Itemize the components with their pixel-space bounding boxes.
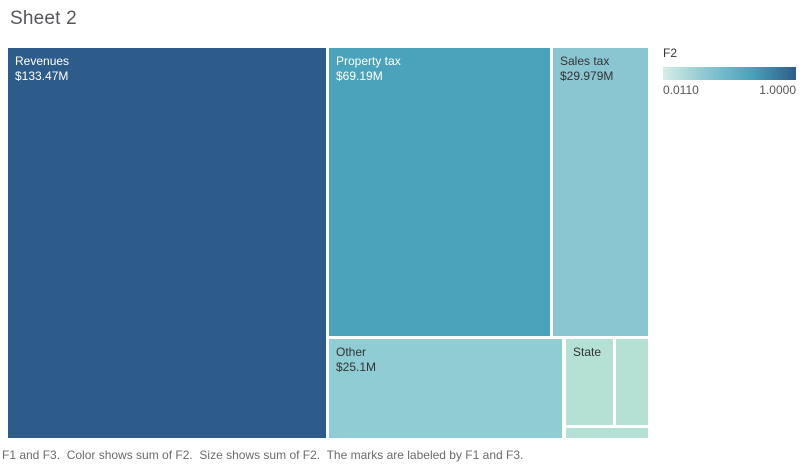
treemap-tile-property-tax[interactable]: Property tax $69.19M [329, 48, 550, 336]
tile-value: $25.1M [336, 360, 377, 374]
tile-label: Revenues [15, 54, 70, 68]
color-legend: F2 0.0110 1.0000 [663, 46, 797, 97]
tile-value: $69.19M [336, 69, 383, 83]
tile-label: Property tax [336, 54, 401, 68]
tile-label: State [573, 345, 602, 359]
tile-label: Sales tax [560, 54, 610, 68]
legend-tick-labels: 0.0110 1.0000 [663, 83, 796, 97]
treemap-tile-revenues[interactable]: Revenues $133.47M [8, 48, 326, 438]
treemap-tile-unlabeled-1[interactable] [616, 339, 648, 425]
tile-value: $133.47M [15, 69, 69, 83]
treemap-tile-other[interactable]: Other $25.1M [329, 339, 562, 438]
legend-title: F2 [663, 46, 678, 60]
treemap-chart: Revenues $133.47M Property tax $69.19M Sales… [8, 48, 648, 438]
treemap-tile-state[interactable]: State [566, 339, 613, 425]
legend-gradient-bar[interactable] [663, 67, 796, 80]
tile-value: $29.979M [560, 69, 614, 83]
legend-min-label: 0.0110 [663, 83, 699, 97]
sheet-title: Sheet 2 [10, 8, 77, 29]
treemap-tile-unlabeled-2[interactable] [566, 428, 648, 438]
treemap-tile-sales-tax[interactable]: Sales tax $29.979M [553, 48, 648, 336]
caption: F1 and F3. Color shows sum of F2. Size s… [2, 448, 524, 462]
legend-max-label: 1.0000 [759, 83, 796, 97]
tile-label: Other [336, 345, 367, 359]
